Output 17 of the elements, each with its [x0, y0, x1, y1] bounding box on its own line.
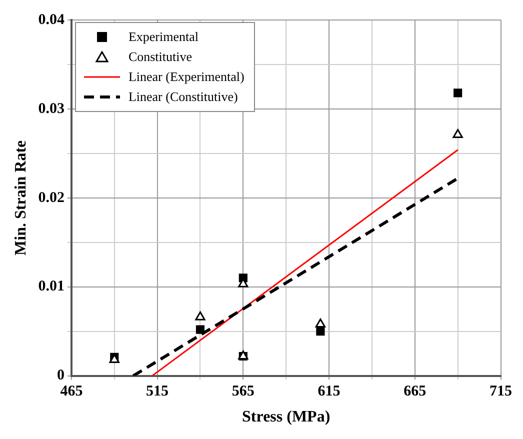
legend-label: Linear (Experimental): [128, 69, 244, 85]
x-tick-label: 565: [232, 384, 254, 400]
legend-label: Constitutive: [128, 49, 192, 65]
y-axis-title: Min. Strain Rate: [12, 140, 30, 256]
x-tick-label: 465: [60, 384, 83, 400]
x-axis-title: Stress (MPa): [242, 408, 330, 426]
y-tick-label: 0.04: [38, 12, 65, 28]
y-tick-label: 0: [56, 368, 64, 384]
y-tick-label: 0.01: [38, 278, 64, 295]
x-tick-label: 665: [404, 384, 426, 400]
legend-label: Experimental: [128, 29, 198, 45]
x-tick-label: 515: [146, 384, 169, 400]
y-tick-label: 0.03: [38, 100, 64, 117]
y-tick-label: 0.02: [38, 190, 64, 206]
x-tick-label: 715: [490, 384, 512, 400]
x-tick-label: 615: [318, 384, 340, 400]
legend-label: Linear (Constitutive): [128, 89, 238, 105]
